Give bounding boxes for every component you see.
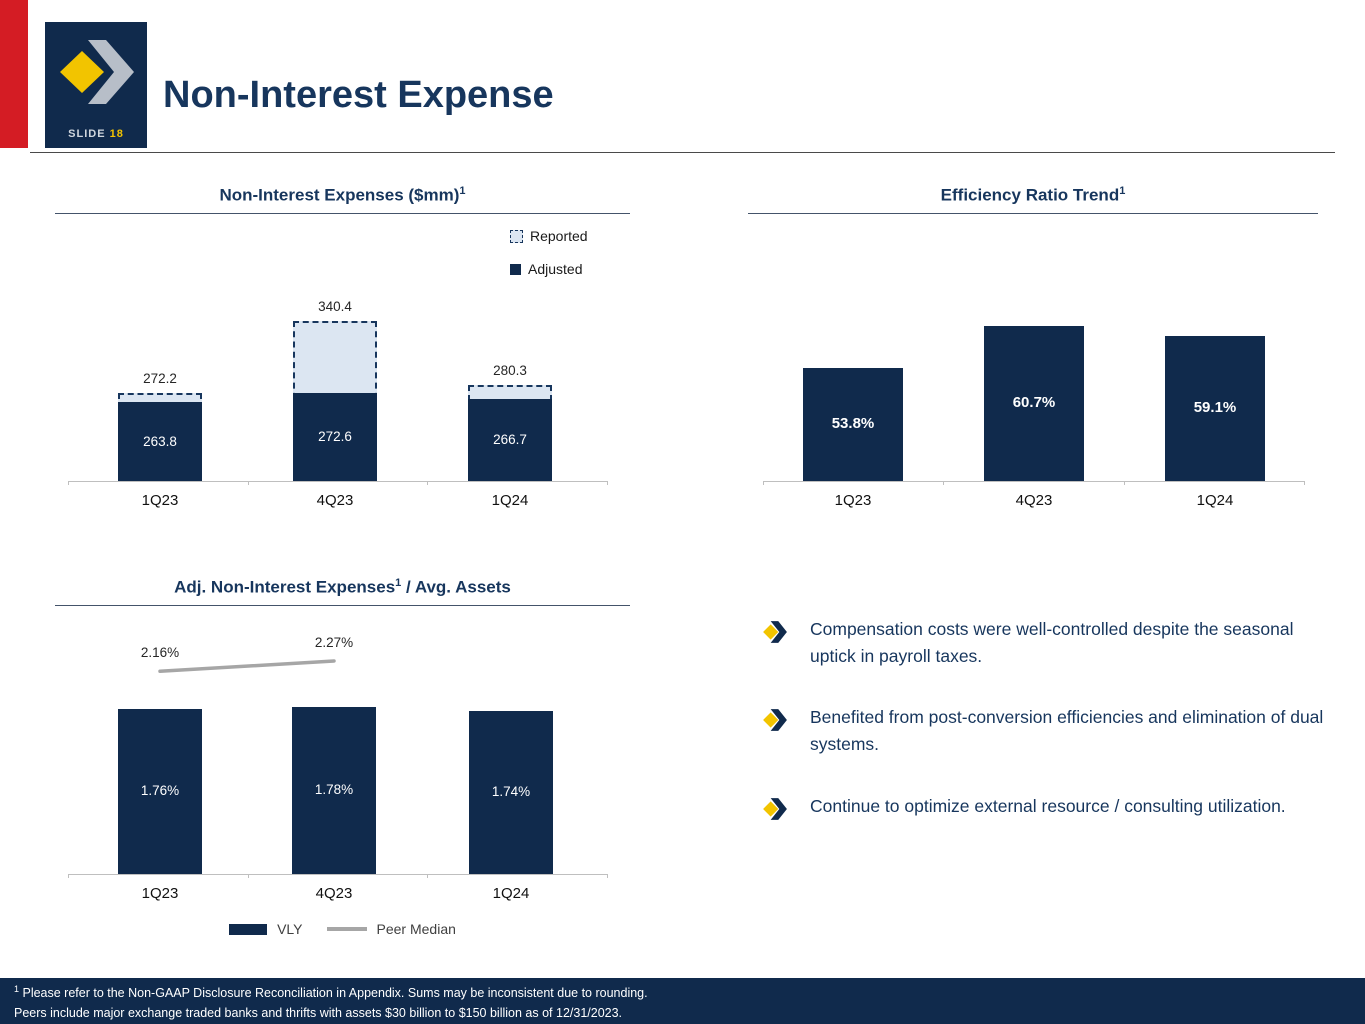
bullet-item: Benefited from post-conversion efficienc… <box>762 704 1324 758</box>
bullet-list: Compensation costs were well-controlled … <box>762 616 1324 856</box>
vly-bar-1q24 <box>469 710 553 874</box>
x-axis-tick <box>247 481 249 485</box>
chart3-title: Adj. Non-Interest Expenses1 / Avg. Asset… <box>174 577 511 597</box>
vly-value-label: 1.74% <box>491 784 531 800</box>
x-axis-label: 4Q23 <box>315 885 353 902</box>
x-axis-tick <box>247 874 249 878</box>
x-axis-label: 1Q24 <box>1196 492 1234 509</box>
vly-swatch-icon <box>229 923 268 935</box>
x-axis-label: 1Q23 <box>141 885 179 902</box>
chart1-legend: Reported Adjusted <box>510 228 588 277</box>
bullet-item: Continue to optimize external resource /… <box>762 793 1324 822</box>
x-axis-label: 4Q23 <box>1015 492 1053 509</box>
x-axis-tick <box>1304 481 1305 485</box>
x-axis-label: 1Q24 <box>491 492 529 509</box>
chart3-legend: VLY Peer Median <box>55 921 630 937</box>
chart1-title: Non-Interest Expenses ($mm)1 <box>219 185 466 205</box>
reported-value-label: 340.4 <box>318 298 352 314</box>
arrow-bullet-icon <box>763 709 787 732</box>
arrow-bullet-icon <box>763 621 787 643</box>
vly-bar-1q23 <box>118 708 202 874</box>
vly-bar-4q23 <box>292 706 376 874</box>
adjusted-value-label: 263.8 <box>143 433 177 449</box>
x-axis-tick <box>607 481 608 485</box>
adjusted-value-label: 272.6 <box>318 429 352 445</box>
legend-label: Adjusted <box>528 261 583 277</box>
slide-label: SLIDE <box>68 128 106 140</box>
efficiency-value-label: 60.7% <box>1012 394 1056 412</box>
chart3-title-underline <box>55 605 630 606</box>
efficiency-bar-1q24 <box>1165 335 1265 481</box>
x-axis-label: 1Q23 <box>834 492 872 509</box>
x-axis-tick <box>607 874 608 878</box>
legend-item-reported: Reported <box>510 228 588 244</box>
chart2-title-underline <box>748 213 1318 214</box>
bullet-text: Compensation costs were well-controlled … <box>810 619 1294 667</box>
x-axis <box>68 481 607 482</box>
peer-median-line-icon <box>326 927 367 931</box>
reported-value-label: 280.3 <box>493 362 527 378</box>
footnote-line-1: 1 Please refer to the Non-GAAP Disclosur… <box>14 984 648 1001</box>
efficiency-value-label: 53.8% <box>831 415 875 433</box>
x-axis-tick <box>427 874 429 878</box>
adjusted-bar-1q24 <box>468 399 552 481</box>
page-title: Non-Interest Expense <box>163 74 554 116</box>
x-axis-label: 1Q23 <box>141 492 179 509</box>
x-axis-label: 1Q24 <box>492 885 530 902</box>
x-axis-label: 4Q23 <box>316 492 354 509</box>
x-axis-tick <box>427 481 429 485</box>
header-divider <box>30 152 1335 153</box>
footnote-marker: 1 <box>459 185 466 197</box>
reported-value-label: 272.2 <box>143 371 177 387</box>
efficiency-bar-4q23 <box>984 325 1084 481</box>
red-accent-stripe <box>0 0 28 148</box>
efficiency-value-label: 59.1% <box>1193 399 1237 417</box>
legend-label: Peer Median <box>376 921 456 937</box>
footnote-line-2: Peers include major exchange traded bank… <box>14 1005 623 1020</box>
slide-number: 18 <box>109 128 124 140</box>
x-axis <box>68 874 607 875</box>
bullet-text: Benefited from post-conversion efficienc… <box>810 707 1324 755</box>
reported-swatch-icon <box>510 229 523 243</box>
footnote-marker: 1 <box>395 577 402 589</box>
adjusted-bar-1q23 <box>118 402 202 481</box>
bullet-item: Compensation costs were well-controlled … <box>762 616 1324 670</box>
x-axis-tick <box>68 874 69 878</box>
adjusted-bar-4q23 <box>293 393 377 481</box>
x-axis-tick <box>943 481 945 485</box>
footnote-marker: 1 <box>1119 185 1126 197</box>
legend-item-adjusted: Adjusted <box>510 261 588 277</box>
vly-value-label: 1.76% <box>140 783 180 799</box>
footnote-bar: 1 Please refer to the Non-GAAP Disclosur… <box>0 978 1365 1024</box>
efficiency-bar-1q23 <box>803 367 903 481</box>
adjusted-swatch-icon <box>510 263 521 275</box>
valley-logo-mark-icon <box>60 40 134 104</box>
chart1-title-underline <box>55 213 630 214</box>
legend-label: VLY <box>277 921 303 937</box>
x-axis <box>763 481 1304 482</box>
legend-label: Reported <box>530 228 588 244</box>
x-axis-tick <box>763 481 764 485</box>
footnote-marker: 1 <box>14 984 20 994</box>
chart2-title: Efficiency Ratio Trend1 <box>940 185 1126 205</box>
peer-median-value-label: 2.16% <box>140 645 180 661</box>
company-logo: SLIDE 18 <box>45 22 147 148</box>
peer-median-value-label: 2.27% <box>314 634 354 650</box>
slide-number-caption: SLIDE 18 <box>45 128 147 140</box>
adjusted-value-label: 266.7 <box>493 432 527 448</box>
arrow-bullet-icon <box>763 797 787 820</box>
vly-value-label: 1.78% <box>314 782 354 798</box>
bullet-text: Continue to optimize external resource /… <box>810 795 1286 816</box>
x-axis-tick <box>68 481 69 485</box>
x-axis-tick <box>1123 481 1125 485</box>
